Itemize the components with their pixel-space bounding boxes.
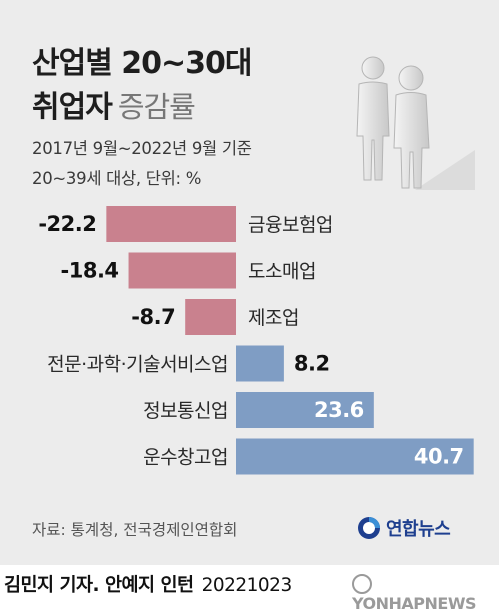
bar-3 [185, 299, 236, 335]
source-note: 자료: 통계청, 전국경제인연합회 [32, 521, 238, 539]
yonhap-logo-icon [358, 517, 380, 539]
reporter-credit: 김민지 기자. 안예지 인턴 20221023 [4, 571, 292, 597]
publish-date: 20221023 [201, 575, 293, 596]
category-label-1: 금융보험업 [248, 214, 333, 236]
yonhap-logo-text: 연합뉴스 [386, 519, 451, 540]
value-label-3: -8.7 [131, 305, 175, 329]
category-label-4: 전문·과학·기술서비스업 [47, 354, 228, 376]
period-note: 2017년 9월~2022년 9월 기준 [32, 139, 252, 158]
title-subtitle: 증감률 [117, 90, 196, 124]
value-label-5: 23.6 [314, 398, 364, 422]
watermark-text: YONHAPNEWS [352, 594, 477, 613]
bar-6 [236, 438, 474, 475]
category-label-6: 운수창고업 [143, 447, 228, 469]
category-label-2: 도소매업 [248, 261, 316, 283]
category-label-3: 제조업 [248, 307, 299, 329]
bar-2 [128, 252, 236, 289]
title-main: 취업자 [32, 90, 113, 125]
value-label-2: -18.4 [61, 259, 119, 283]
people-icon [356, 56, 475, 190]
yonhap-logo: 연합뉴스 [356, 515, 451, 541]
chart-title-line1: 산업별 20~30대 [32, 46, 252, 81]
bar-4 [236, 345, 284, 382]
value-label-4: 8.2 [294, 352, 330, 376]
chart-title-line2: 취업자 증감률 [32, 82, 196, 126]
infographic-card: 산업별 20~30대 취업자 증감률 2017년 9월~2022년 9월 기준 2… [0, 0, 499, 565]
value-label-1: -22.2 [38, 212, 96, 236]
bar-chart: 금융보험업 -22.2 도소매업 -18.4 제조업 -8.7 전문·과학·기술서비스업 8.… [38, 206, 474, 475]
bar-5 [236, 392, 374, 428]
scope-note: 20~39세 대상, 단위: % [32, 169, 202, 188]
credit-names: 김민지 기자. 안예지 인턴 [4, 575, 194, 596]
value-label-6: 40.7 [414, 445, 464, 469]
category-label-5: 정보통신업 [143, 400, 228, 422]
bar-1 [106, 206, 237, 242]
yonhap-watermark: YONHAPNEWS [352, 574, 499, 613]
footer: 김민지 기자. 안예지 인턴 20221023 YONHAPNEWS [0, 565, 499, 613]
watermark-icon [352, 574, 372, 594]
